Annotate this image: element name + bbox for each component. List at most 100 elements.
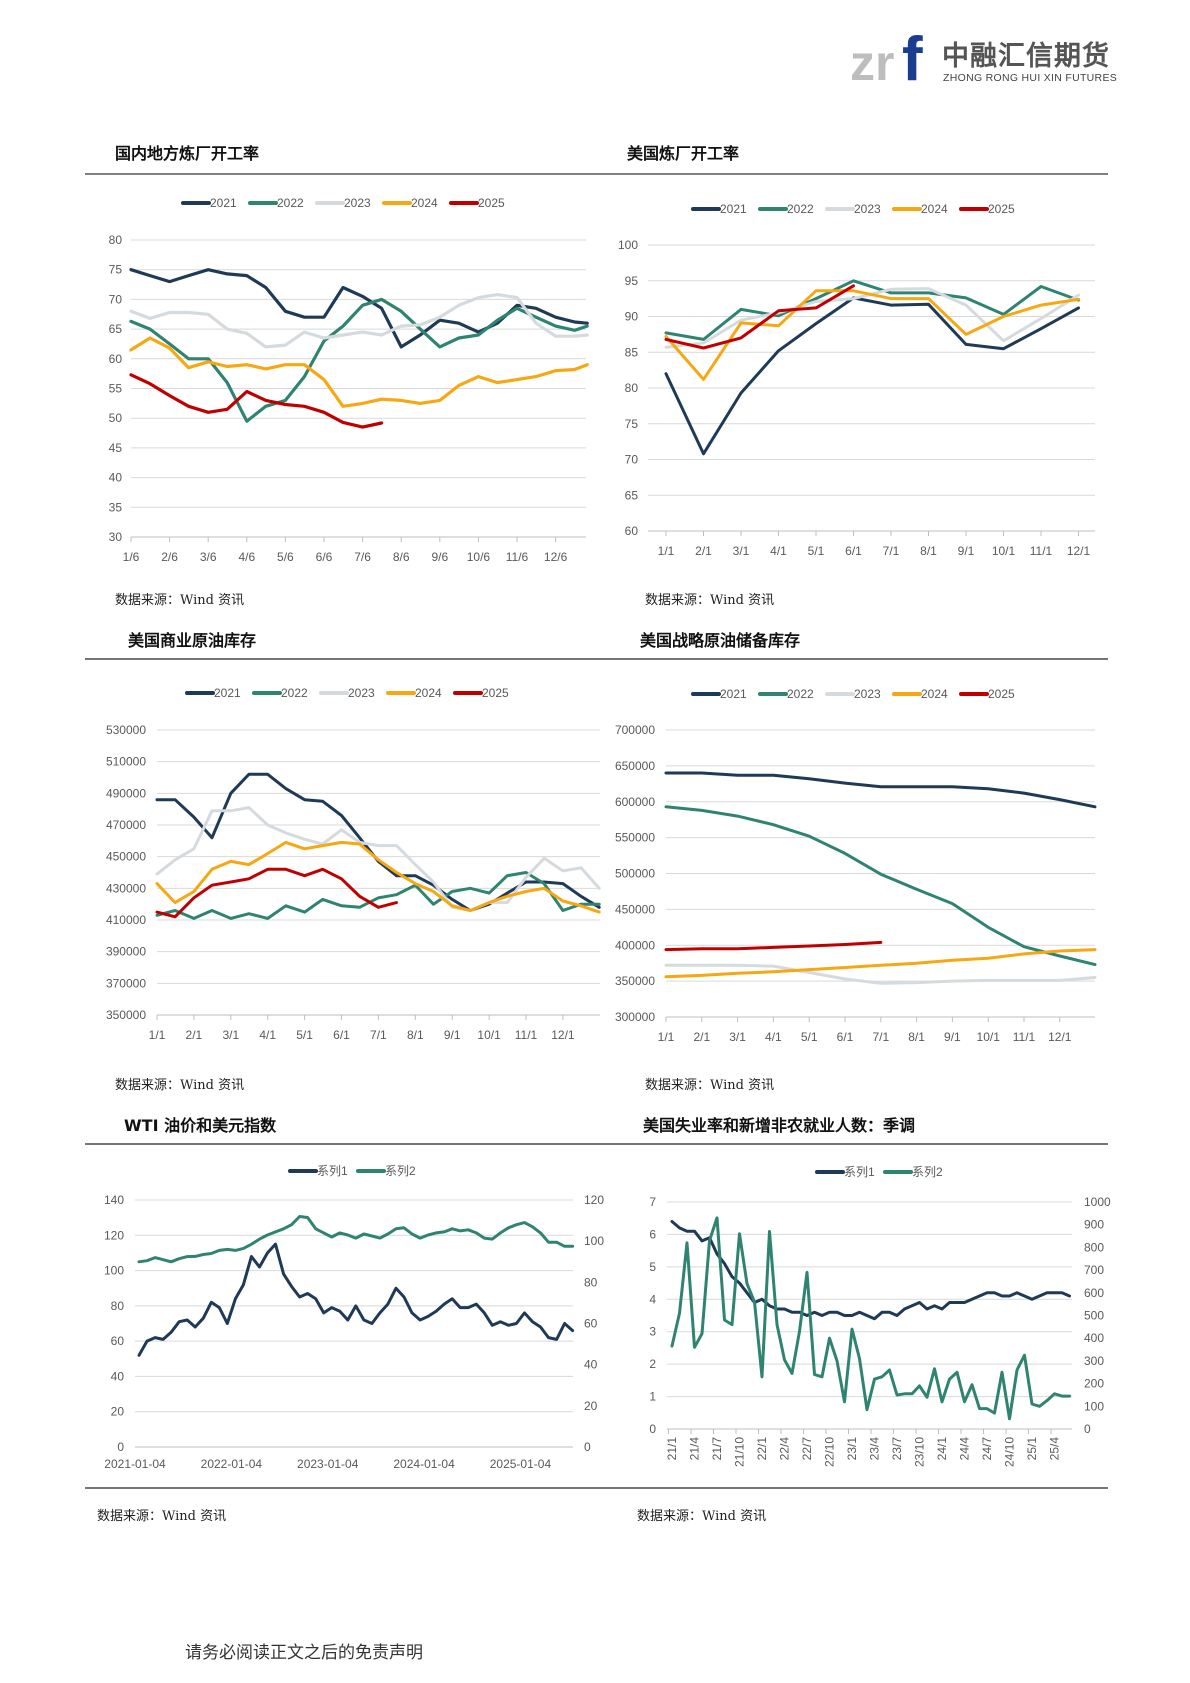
x-tick-label: 21/1 [665, 1437, 679, 1461]
source-note: 数据来源：Wind 资讯 [637, 1509, 767, 1524]
y2-tick-label: 700 [1084, 1263, 1104, 1277]
x-tick-label: 9/1 [444, 1028, 461, 1042]
x-tick-label: 1/1 [149, 1028, 166, 1042]
legend-label: 2021 [720, 687, 747, 701]
series-line-2022 [664, 805, 1097, 967]
chart-c6: 0 1 2 3 4 5 6 7 0 100 200 300 400 500 600 700 800 900 1000… [649, 1165, 1111, 1467]
series-line-2024 [664, 289, 1080, 381]
chart-title-us-commercial-crude: 美国商业原油库存 [128, 631, 257, 650]
x-tick-label: 5/6 [277, 550, 294, 564]
x-tick-label: 6/1 [837, 1030, 854, 1044]
legend-label: 2021 [214, 686, 241, 700]
y2-tick-label: 0 [584, 1440, 591, 1454]
y2-tick-label: 20 [584, 1399, 598, 1413]
legend-label: 系列2 [385, 1164, 416, 1178]
series-line-2021 [129, 268, 589, 349]
series-line-2024 [129, 336, 589, 408]
x-tick-label: 21/10 [733, 1437, 747, 1467]
source-note: 数据来源：Wind 资讯 [97, 1509, 227, 1524]
logo-english-name: ZHONG RONG HUI XIN FUTURES [943, 72, 1118, 84]
x-tick-label: 12/6 [544, 550, 568, 564]
legend-label: 2025 [482, 686, 509, 700]
y-tick-label: 75 [109, 263, 123, 277]
x-tick-label: 2/1 [693, 1030, 710, 1044]
y-tick-label: 400000 [615, 938, 655, 952]
y-tick-label: 60 [111, 1334, 125, 1348]
y-tick-label: 350000 [615, 974, 655, 988]
x-tick-label: 8/1 [920, 544, 937, 558]
series-line-系列1 [670, 1220, 1071, 1321]
legend-label: 2024 [411, 196, 438, 210]
chart-title-us-refinery: 美国炼厂开工率 [627, 144, 740, 163]
series-line-2023 [664, 963, 1097, 985]
y-tick-label: 490000 [106, 786, 146, 800]
y2-tick-label: 200 [1084, 1377, 1104, 1391]
x-tick-label: 8/1 [908, 1030, 925, 1044]
y-tick-label: 1 [649, 1390, 656, 1404]
x-tick-label: 12/1 [551, 1028, 575, 1042]
legend-label: 2021 [210, 196, 237, 210]
legend-label: 2024 [415, 686, 442, 700]
y2-tick-label: 500 [1084, 1309, 1104, 1323]
y2-tick-label: 40 [584, 1358, 598, 1372]
y-tick-label: 30 [109, 530, 123, 544]
x-tick-label: 7/1 [883, 544, 900, 558]
series-line-系列1 [137, 1242, 575, 1357]
y-tick-label: 450000 [615, 902, 655, 916]
y2-tick-label: 1000 [1084, 1195, 1111, 1209]
x-tick-label: 6/6 [316, 550, 333, 564]
x-tick-label: 9/1 [958, 544, 975, 558]
y-tick-label: 100 [104, 1264, 124, 1278]
y-tick-label: 95 [625, 274, 639, 288]
y-tick-label: 100 [618, 238, 638, 252]
x-tick-label: 2021-01-04 [104, 1457, 166, 1471]
x-tick-label: 8/6 [393, 550, 410, 564]
y-tick-label: 80 [109, 233, 123, 247]
x-tick-label: 1/1 [658, 544, 675, 558]
chart-c4: 300000 350000 400000 450000 500000 550000 6000… [615, 687, 1097, 1044]
legend-label: 2025 [988, 687, 1015, 701]
series-line-2022 [129, 297, 589, 423]
series-line-系列2 [137, 1215, 575, 1264]
chart-title-us-spr: 美国战略原油储备库存 [640, 631, 801, 650]
y-tick-label: 390000 [106, 945, 146, 959]
y2-tick-label: 800 [1084, 1240, 1104, 1254]
x-tick-label: 9/1 [944, 1030, 961, 1044]
y-tick-label: 80 [111, 1299, 125, 1313]
x-tick-label: 10/1 [992, 544, 1016, 558]
x-tick-label: 7/1 [370, 1028, 387, 1042]
y-tick-label: 80 [625, 381, 639, 395]
y-tick-label: 650000 [615, 759, 655, 773]
x-tick-label: 8/1 [407, 1028, 424, 1042]
y-tick-label: 120 [104, 1228, 124, 1242]
legend-label: 2023 [854, 687, 881, 701]
y-tick-label: 35 [109, 500, 123, 514]
legend-label: 2023 [854, 202, 881, 216]
y-tick-label: 700000 [615, 723, 655, 737]
svg-text:zr: zr [850, 35, 894, 88]
x-tick-label: 24/7 [980, 1437, 994, 1461]
legend-label: 2022 [277, 196, 304, 210]
series-line-2024 [155, 840, 601, 914]
y-tick-label: 2 [649, 1357, 656, 1371]
x-tick-label: 10/6 [467, 550, 491, 564]
y-tick-label: 0 [649, 1422, 656, 1436]
y-tick-label: 500000 [615, 867, 655, 881]
x-tick-label: 2024-01-04 [393, 1457, 455, 1471]
x-tick-label: 3/1 [222, 1028, 239, 1042]
source-note: 数据来源：Wind 资讯 [115, 1078, 245, 1093]
x-tick-label: 4/6 [238, 550, 255, 564]
y-tick-label: 5 [649, 1260, 656, 1274]
y-tick-label: 20 [111, 1405, 125, 1419]
y-tick-label: 85 [625, 345, 639, 359]
x-tick-label: 22/7 [800, 1437, 814, 1461]
y-tick-label: 470000 [106, 818, 146, 832]
x-tick-label: 2022-01-04 [201, 1457, 263, 1471]
series-line-2022 [155, 871, 601, 920]
legend-label: 2023 [348, 686, 375, 700]
x-tick-label: 5/1 [296, 1028, 313, 1042]
x-tick-label: 3/1 [733, 544, 750, 558]
y-tick-label: 75 [625, 417, 639, 431]
x-tick-label: 2025-01-04 [490, 1457, 552, 1471]
